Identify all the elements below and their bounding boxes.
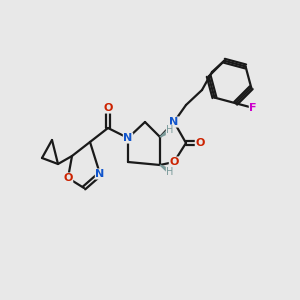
Text: O: O <box>195 138 205 148</box>
Text: H: H <box>166 167 174 177</box>
Text: O: O <box>169 157 179 167</box>
Text: N: N <box>169 117 178 127</box>
Text: H: H <box>166 125 174 135</box>
Text: N: N <box>123 133 133 143</box>
Text: F: F <box>249 103 257 113</box>
Text: O: O <box>103 103 113 113</box>
Text: N: N <box>95 169 105 179</box>
Text: O: O <box>63 173 73 183</box>
Polygon shape <box>160 127 173 137</box>
Polygon shape <box>160 165 173 175</box>
